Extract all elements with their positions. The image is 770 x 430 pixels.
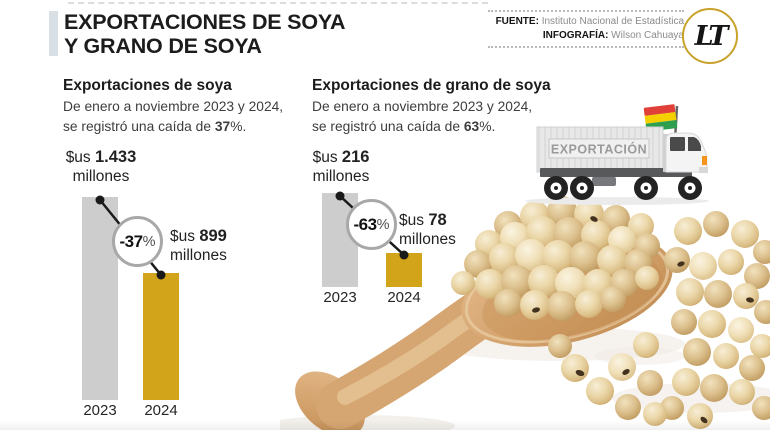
soybeans-pile <box>451 196 660 321</box>
page-title-line2: Y GRANO DE SOYA <box>64 34 262 58</box>
truck-cab <box>663 132 708 173</box>
export-truck: EXPORTACIÓN <box>525 104 709 205</box>
section1-desc-line2: se registró una caída de 37%. <box>63 118 247 134</box>
section2-heading: Exportaciones de grano de soya <box>312 77 551 94</box>
section1-description: De enero a noviembre 2023 y 2024, se reg… <box>63 97 283 136</box>
chart1-change-value: -37 <box>119 231 144 251</box>
source-line: FUENTE: Instituto Nacional de Estadístic… <box>488 15 684 29</box>
newspaper-logo: LT <box>682 8 738 64</box>
title-accent-bar <box>49 11 58 56</box>
chart1-year-2024: 2024 <box>144 402 178 419</box>
chart2-change-badge: -63% <box>346 199 397 250</box>
section2-desc-line1: De enero a noviembre 2023 y 2024, <box>312 99 533 114</box>
newspaper-logo-text: LT <box>694 20 729 52</box>
illustration: EXPORTACIÓN <box>280 104 770 430</box>
truck-signal-light <box>702 156 707 165</box>
scattered-soybeans <box>548 211 770 429</box>
chart1-bar-2024 <box>143 273 179 400</box>
chart2-value-2024: $us 78 millones <box>399 211 456 248</box>
chart1-bar-2023 <box>82 197 118 400</box>
truck-chassis <box>540 168 692 177</box>
chart1-change-symbol: % <box>142 233 156 250</box>
infografia-label: INFOGRAFÍA: <box>542 29 609 41</box>
section2-desc-line2: se registró una caída de 63%. <box>312 118 496 134</box>
page-title: EXPORTACIONES DE SOYA Y GRANO DE SOYA <box>64 10 346 58</box>
fuente-label: FUENTE: <box>495 16 539 27</box>
truck-container: EXPORTACIÓN <box>536 126 664 173</box>
exportacion-text: EXPORTACIÓN <box>551 142 647 157</box>
chart1-change-badge: -37% <box>112 216 163 267</box>
page-title-line1: EXPORTACIONES DE SOYA <box>64 10 346 34</box>
truck-wheels <box>544 176 702 200</box>
chart2-year-2024: 2024 <box>387 289 421 306</box>
truck-fuel-tank <box>592 177 616 186</box>
chart2-change-value: -63 <box>353 214 378 234</box>
infografia-value: Wilson Cahuaya <box>608 29 684 41</box>
bottom-page-shadow <box>0 420 770 430</box>
top-dashed-divider <box>68 2 488 4</box>
chart1-value-2023: $us 1.433 millones <box>65 148 137 185</box>
chart2-value-2023: $us 216 millones <box>312 148 370 185</box>
chart2-year-2023: 2023 <box>323 289 357 306</box>
section2-description: De enero a noviembre 2023 y 2024, se reg… <box>312 97 532 136</box>
section2-pct: 63 <box>463 118 480 134</box>
chart1-year-2023: 2023 <box>83 402 117 419</box>
section1-heading: Exportaciones de soya <box>63 77 232 94</box>
chart1-value-2024: $us 899 millones <box>170 227 227 264</box>
chart2-change-symbol: % <box>376 216 390 233</box>
truck-shadow <box>525 197 709 205</box>
section1-desc-line1: De enero a noviembre 2023 y 2024, <box>63 99 284 114</box>
infografia-line: INFOGRAFÍA: Wilson Cahuaya <box>488 29 684 43</box>
section1-pct: 37 <box>214 118 231 134</box>
source-credit-box: FUENTE: Instituto Nacional de Estadístic… <box>488 10 684 48</box>
fuente-value: Instituto Nacional de Estadística <box>538 16 684 27</box>
